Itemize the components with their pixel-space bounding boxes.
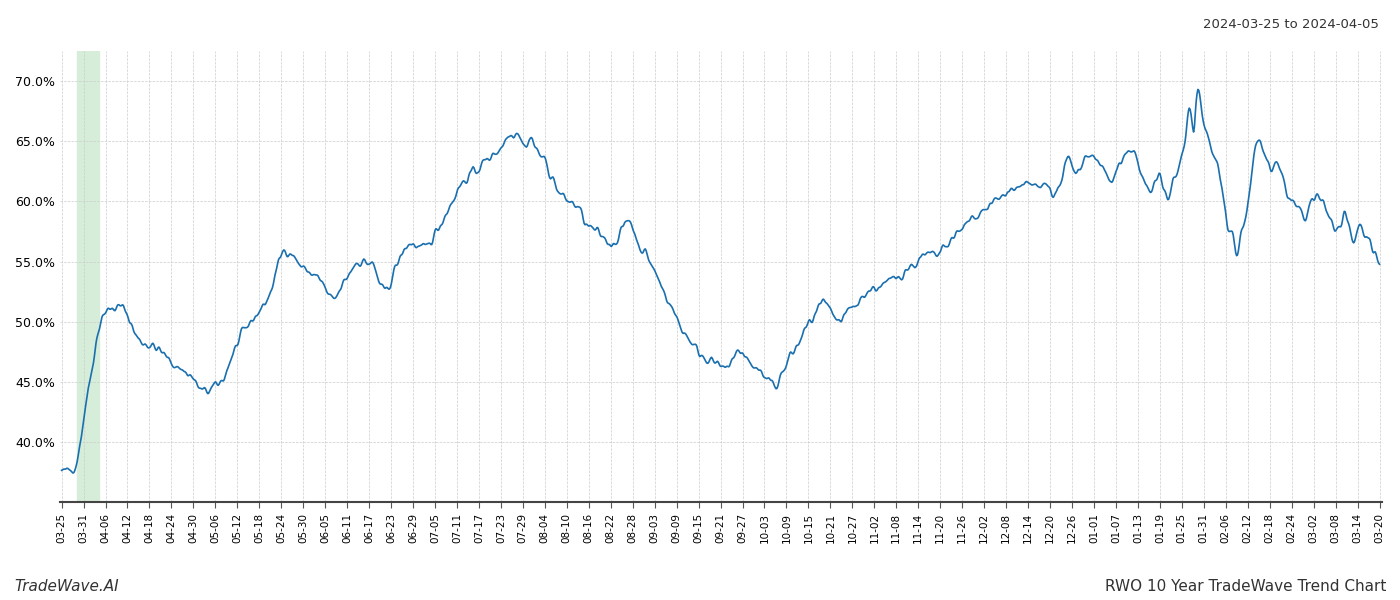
Bar xyxy=(77,51,98,502)
Text: TradeWave.AI: TradeWave.AI xyxy=(14,579,119,594)
Text: 2024-03-25 to 2024-04-05: 2024-03-25 to 2024-04-05 xyxy=(1203,18,1379,31)
Text: RWO 10 Year TradeWave Trend Chart: RWO 10 Year TradeWave Trend Chart xyxy=(1105,579,1386,594)
